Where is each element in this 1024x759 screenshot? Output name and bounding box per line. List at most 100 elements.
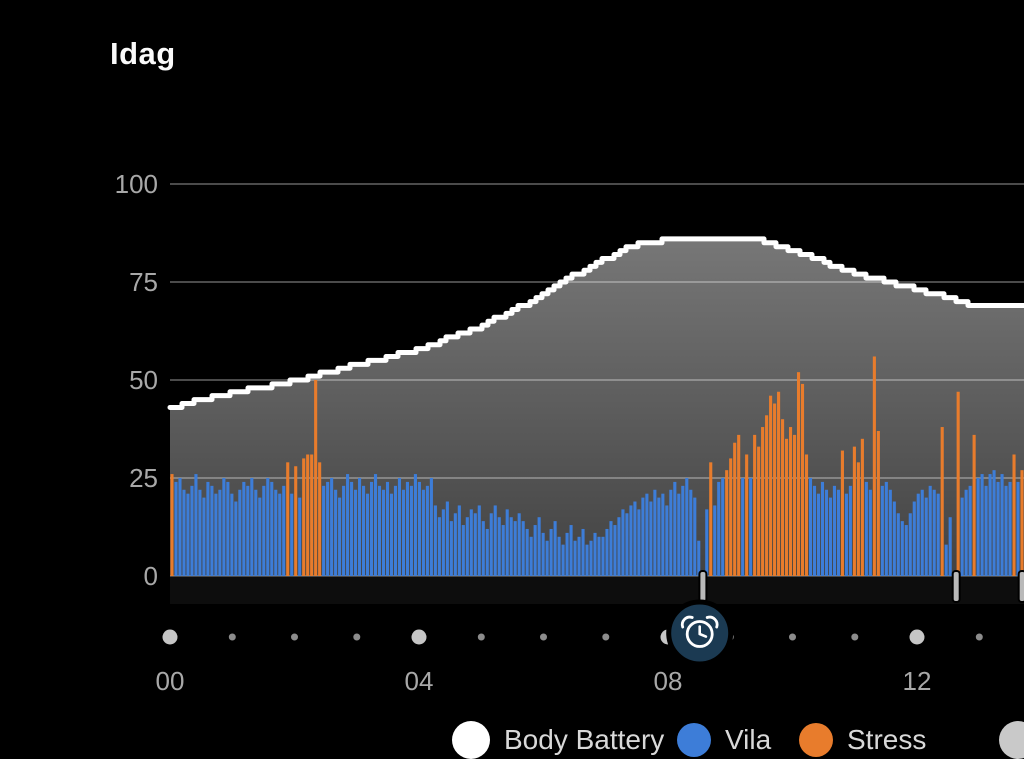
rest-bar	[912, 501, 916, 576]
stress-bar	[302, 458, 306, 576]
rest-bar	[533, 525, 537, 576]
stress-bar	[860, 438, 864, 576]
rest-bar	[377, 485, 382, 576]
alarm-badge-group[interactable]	[666, 599, 734, 667]
rest-bar	[174, 481, 178, 576]
stress-bar	[745, 454, 749, 576]
rest-bar	[1000, 474, 1004, 576]
rest-bar	[493, 505, 497, 576]
rest-bar	[262, 485, 266, 576]
stress-bar	[972, 434, 976, 576]
rest-bar	[182, 489, 186, 576]
rest-bar	[373, 474, 378, 576]
rest-bar	[549, 528, 553, 576]
rest-bar	[824, 489, 829, 576]
y-axis-label: 0	[144, 561, 158, 591]
rest-bar	[741, 478, 745, 576]
rest-bar	[904, 525, 908, 576]
rest-bar	[413, 474, 417, 576]
rest-bar	[689, 489, 693, 576]
rest-bar	[573, 540, 577, 576]
hour-dot-minor	[602, 633, 610, 641]
rest-bar	[178, 478, 182, 576]
rest-bar	[816, 493, 821, 576]
hour-dot-major	[162, 629, 178, 645]
sleep-event-marker	[1017, 570, 1024, 603]
rest-bar	[641, 497, 645, 576]
rest-bar	[545, 540, 549, 576]
rest-bar	[553, 521, 557, 576]
rest-bar	[613, 525, 617, 576]
rest-bar	[717, 481, 721, 576]
rest-bar	[461, 525, 465, 576]
rest-bar	[509, 517, 513, 576]
rest-bar	[589, 540, 593, 576]
rest-bar	[405, 481, 409, 576]
rest-bar	[976, 478, 980, 576]
stress-rest-bars	[170, 356, 1024, 576]
rest-bar	[218, 489, 222, 576]
stress-bar	[753, 434, 757, 576]
rest-bar	[633, 501, 637, 576]
x-axis-label: 08	[654, 666, 683, 696]
rest-bar	[194, 474, 198, 576]
stress-bar	[709, 462, 713, 576]
rest-bar	[713, 505, 717, 576]
stress-bar	[757, 446, 761, 576]
hour-dot-major	[909, 629, 925, 645]
stress-bar	[876, 430, 880, 576]
rest-bar	[892, 501, 896, 576]
stress-bar	[769, 395, 773, 576]
rest-bar	[330, 478, 334, 576]
axis-band-rect	[170, 577, 1024, 604]
stress-bar	[840, 450, 844, 576]
stress-bar	[1012, 454, 1016, 576]
y-axis-label: 50	[129, 365, 158, 395]
rest-bar	[354, 489, 358, 576]
stress-bar	[789, 427, 793, 576]
rest-bar	[270, 481, 274, 576]
stress-bar	[737, 434, 741, 576]
stress-bar	[761, 427, 765, 576]
alarm-badge[interactable]	[666, 599, 734, 667]
rest-bar	[992, 470, 996, 576]
rest-bar	[908, 513, 912, 576]
axis-labels: 0 25 50 75 100 00 04 08 12	[115, 169, 932, 696]
rest-bar	[425, 485, 429, 576]
rest-bar	[960, 497, 964, 576]
stress-bar	[310, 454, 314, 576]
rest-bar	[346, 474, 350, 576]
rest-bar	[932, 489, 936, 576]
rest-bar	[449, 521, 453, 576]
rest-bar	[593, 532, 597, 576]
rest-bar	[896, 513, 900, 576]
rest-bar	[254, 489, 258, 576]
rest-bar	[441, 509, 445, 576]
rest-bar	[836, 489, 840, 576]
rest-bar	[900, 521, 904, 576]
rest-bar	[637, 509, 641, 576]
rest-bar	[884, 481, 888, 576]
body-battery-line	[167, 236, 1024, 410]
rest-bar	[537, 517, 541, 576]
rest-bar	[489, 513, 493, 576]
rest-bar	[677, 493, 681, 576]
rest-bar	[521, 521, 525, 576]
rest-bar	[198, 489, 202, 576]
rest-bar	[749, 478, 753, 576]
rest-bar	[230, 493, 234, 576]
rest-bar	[481, 521, 485, 576]
stress-bar	[792, 434, 797, 576]
rest-bar	[581, 528, 585, 576]
hour-dot-minor	[353, 633, 361, 641]
rest-bar	[721, 478, 725, 576]
stress-bar	[765, 415, 769, 576]
rest-bar	[693, 497, 697, 576]
rest-bar	[996, 481, 1000, 576]
rest-bar	[417, 481, 421, 576]
rest-bar	[828, 497, 833, 576]
rest-bar	[186, 493, 190, 576]
rest-bar	[665, 505, 669, 576]
rest-bar	[358, 478, 362, 576]
